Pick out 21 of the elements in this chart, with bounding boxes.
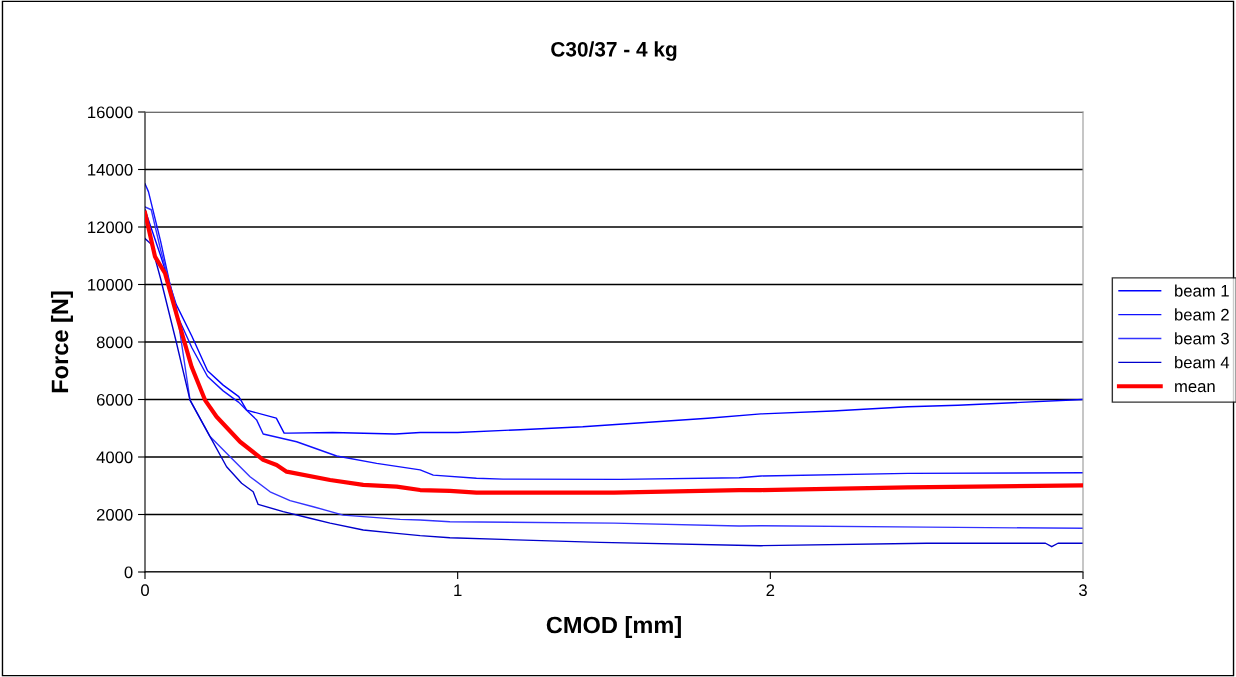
y-tick-label: 12000 bbox=[88, 221, 133, 234]
x-tick-label: 1 bbox=[454, 584, 462, 596]
legend-label: beam 1 bbox=[1175, 284, 1229, 297]
legend-label: beam 3 bbox=[1175, 332, 1229, 345]
y-tick-label: 2000 bbox=[96, 508, 133, 521]
x-tick-label: 2 bbox=[766, 584, 775, 596]
y-tick-label: 10000 bbox=[88, 278, 133, 291]
y-tick-label: 8000 bbox=[96, 336, 133, 349]
y-tick-label: 6000 bbox=[96, 393, 133, 406]
x-tick-label: 3 bbox=[1079, 584, 1087, 597]
legend-label: mean bbox=[1175, 383, 1215, 393]
y-tick-label: 0 bbox=[124, 566, 133, 579]
chart-title: C30/37 - 4 kg bbox=[551, 41, 677, 61]
y-tick-label: 14000 bbox=[88, 163, 133, 176]
y-tick-label: 4000 bbox=[96, 451, 133, 464]
y-tick-label: 16000 bbox=[88, 106, 133, 119]
x-axis-title: CMOD [mm] bbox=[546, 616, 681, 639]
x-tick-label: 0 bbox=[141, 584, 149, 597]
legend-label: beam 4 bbox=[1175, 356, 1230, 369]
legend-label: beam 2 bbox=[1175, 308, 1229, 321]
y-axis-title: Force [N] bbox=[50, 291, 73, 393]
